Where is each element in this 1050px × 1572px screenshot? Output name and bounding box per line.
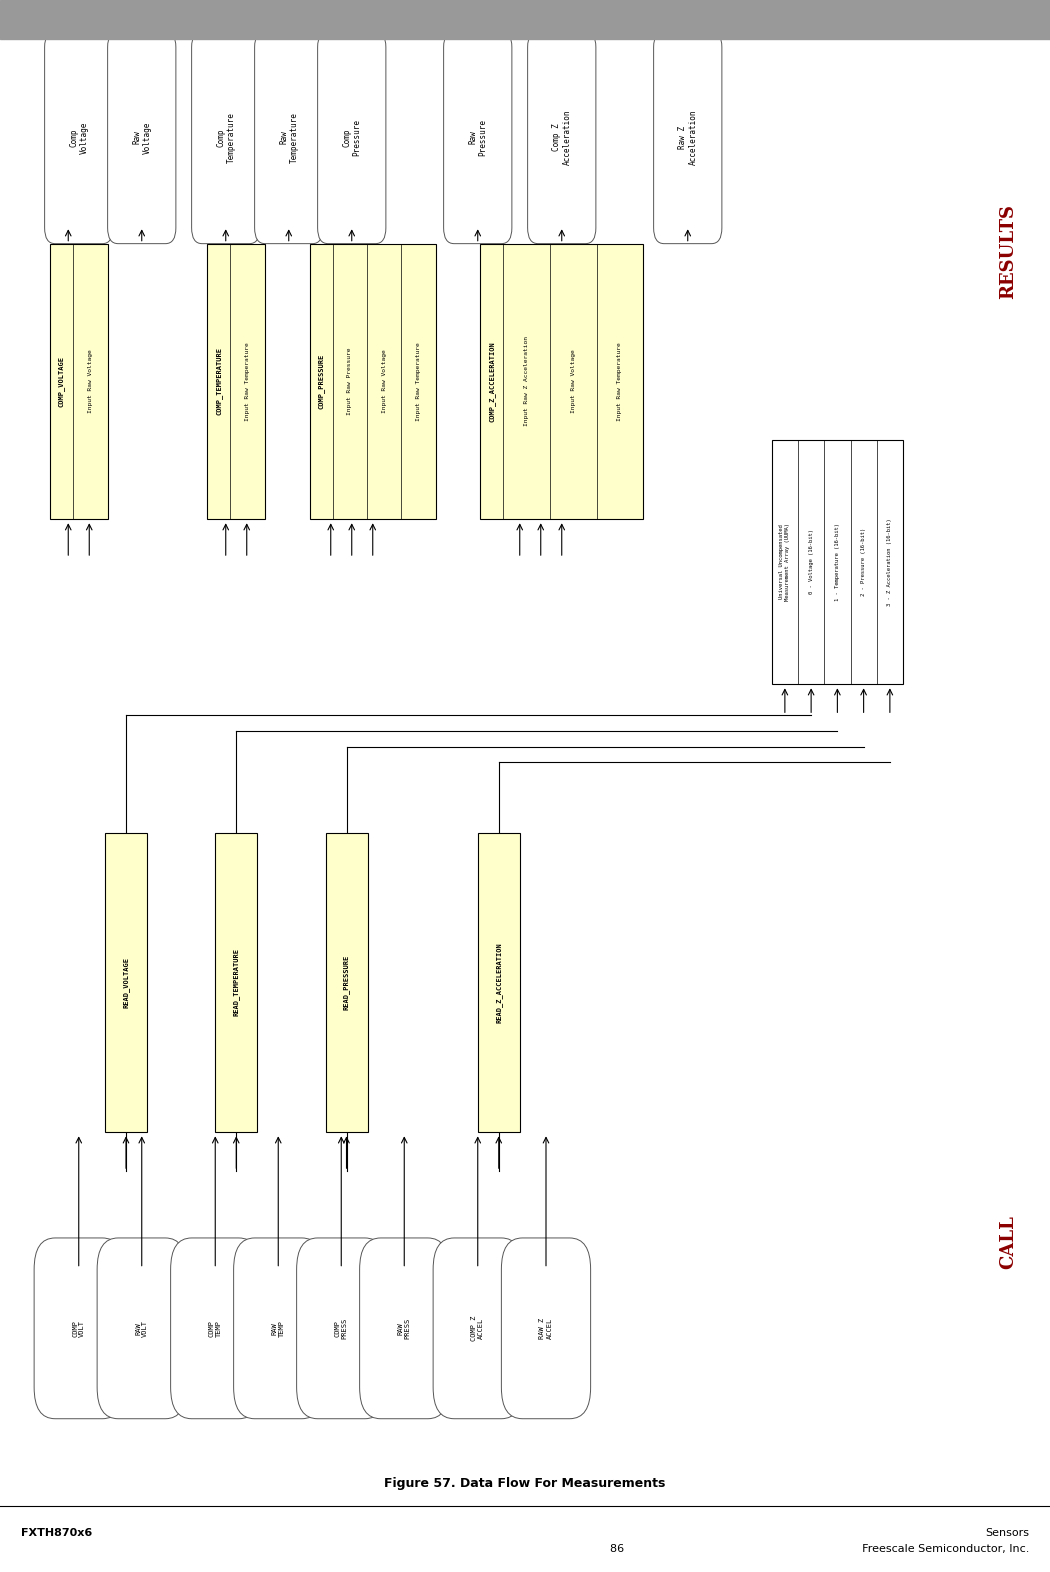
FancyBboxPatch shape — [772, 440, 903, 684]
FancyBboxPatch shape — [98, 1239, 187, 1418]
Text: Figure 57. Data Flow For Measurements: Figure 57. Data Flow For Measurements — [384, 1478, 666, 1490]
Text: 1 - Temperature (16-bit): 1 - Temperature (16-bit) — [835, 523, 840, 601]
Text: 0 - Voltage (16-bit): 0 - Voltage (16-bit) — [808, 530, 814, 594]
Text: Input Raw Voltage: Input Raw Voltage — [88, 349, 92, 413]
FancyBboxPatch shape — [310, 244, 436, 519]
FancyBboxPatch shape — [317, 31, 386, 244]
Text: COMP_TEMPERATURE: COMP_TEMPERATURE — [215, 347, 223, 415]
Text: Sensors: Sensors — [985, 1528, 1029, 1537]
FancyBboxPatch shape — [44, 31, 113, 244]
FancyBboxPatch shape — [326, 833, 368, 1132]
Text: COMP
PRESS: COMP PRESS — [335, 1317, 348, 1339]
Text: 2 - Pressure (16-bit): 2 - Pressure (16-bit) — [861, 528, 866, 596]
Text: Input Raw Temperature: Input Raw Temperature — [416, 341, 421, 421]
Text: RAW Z
ACCEL: RAW Z ACCEL — [540, 1317, 552, 1339]
Text: READ_TEMPERATURE: READ_TEMPERATURE — [233, 948, 239, 1017]
Text: Input Raw Voltage: Input Raw Voltage — [571, 349, 575, 413]
Text: Input Raw Voltage: Input Raw Voltage — [382, 349, 386, 413]
Text: COMP
VOLT: COMP VOLT — [72, 1320, 85, 1336]
Text: COMP Z
ACCEL: COMP Z ACCEL — [471, 1316, 484, 1341]
FancyBboxPatch shape — [443, 31, 512, 244]
FancyBboxPatch shape — [528, 31, 596, 244]
Text: Input Raw Temperature: Input Raw Temperature — [246, 341, 250, 421]
Text: RESULTS: RESULTS — [999, 204, 1017, 299]
FancyBboxPatch shape — [34, 1239, 124, 1418]
FancyBboxPatch shape — [105, 833, 147, 1132]
Text: Comp
Pressure: Comp Pressure — [342, 119, 361, 156]
FancyBboxPatch shape — [653, 31, 722, 244]
Text: Input Raw Pressure: Input Raw Pressure — [348, 347, 353, 415]
Text: Raw
Temperature: Raw Temperature — [279, 112, 298, 163]
Text: CALL: CALL — [999, 1215, 1017, 1269]
Text: COMP_VOLTAGE: COMP_VOLTAGE — [58, 355, 65, 407]
Text: COMP
TEMP: COMP TEMP — [209, 1320, 222, 1336]
Text: FXTH870x6: FXTH870x6 — [21, 1528, 92, 1537]
FancyBboxPatch shape — [433, 1239, 522, 1418]
FancyBboxPatch shape — [234, 1239, 323, 1418]
FancyBboxPatch shape — [170, 1239, 260, 1418]
Text: Universal Uncompensated
Measurement Array (UUMA): Universal Uncompensated Measurement Arra… — [779, 523, 791, 601]
FancyBboxPatch shape — [208, 244, 265, 519]
FancyBboxPatch shape — [108, 31, 176, 244]
Text: READ_Z_ACCELERATION: READ_Z_ACCELERATION — [496, 942, 502, 1023]
FancyBboxPatch shape — [191, 31, 260, 244]
Text: COMP_Z_ACCELERATION: COMP_Z_ACCELERATION — [488, 341, 496, 421]
Text: Comp Z
Acceleration: Comp Z Acceleration — [552, 110, 571, 165]
Text: Input Raw Temperature: Input Raw Temperature — [617, 341, 623, 421]
Text: RAW
PRESS: RAW PRESS — [398, 1317, 411, 1339]
Text: 3 - Z Acceleration (16-bit): 3 - Z Acceleration (16-bit) — [887, 519, 892, 605]
Text: RAW
TEMP: RAW TEMP — [272, 1320, 285, 1336]
Bar — [0, 0, 1050, 39]
FancyBboxPatch shape — [478, 833, 520, 1132]
FancyBboxPatch shape — [502, 1239, 590, 1418]
Text: COMP_PRESSURE: COMP_PRESSURE — [318, 354, 324, 409]
FancyBboxPatch shape — [215, 833, 257, 1132]
FancyBboxPatch shape — [296, 1239, 385, 1418]
Text: Raw
Pressure: Raw Pressure — [468, 119, 487, 156]
Text: Comp
Temperature: Comp Temperature — [216, 112, 235, 163]
Text: RAW
VOLT: RAW VOLT — [135, 1320, 148, 1336]
FancyBboxPatch shape — [254, 31, 323, 244]
Text: Raw Z
Acceleration: Raw Z Acceleration — [678, 110, 697, 165]
Text: 86                                                                    Freescale : 86 Freescale — [610, 1544, 1029, 1553]
FancyBboxPatch shape — [359, 1239, 449, 1418]
Text: READ_VOLTAGE: READ_VOLTAGE — [123, 957, 129, 1008]
Text: Comp
Voltage: Comp Voltage — [69, 121, 88, 154]
Text: Input Raw Z Acceleration: Input Raw Z Acceleration — [524, 336, 529, 426]
FancyBboxPatch shape — [50, 244, 108, 519]
Text: Raw
Voltage: Raw Voltage — [132, 121, 151, 154]
Text: READ_PRESSURE: READ_PRESSURE — [343, 954, 350, 1011]
FancyBboxPatch shape — [481, 244, 643, 519]
